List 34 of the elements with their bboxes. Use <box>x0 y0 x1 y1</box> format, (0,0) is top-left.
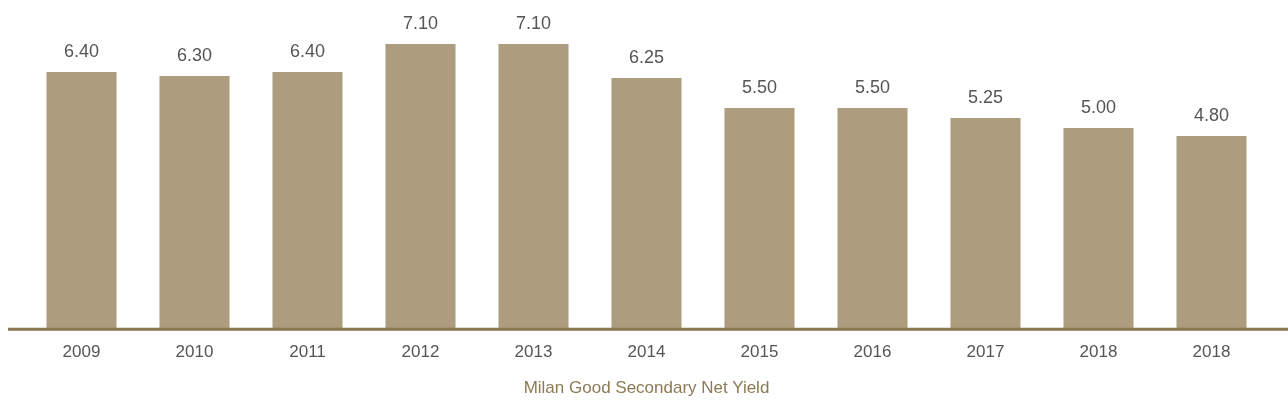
data-label: 6.30 <box>176 45 213 66</box>
bar <box>385 44 456 329</box>
data-label: 5.50 <box>854 77 891 98</box>
data-label: 5.25 <box>967 87 1004 108</box>
bar <box>498 44 569 329</box>
data-label: 6.25 <box>628 47 665 68</box>
bar <box>159 76 230 329</box>
bar <box>724 108 795 329</box>
data-label: 4.80 <box>1193 105 1230 126</box>
text: Milan Good Secondary Net Yield <box>523 378 770 398</box>
x-tick-label: 2009 <box>62 342 101 362</box>
x-tick-label: 2015 <box>740 342 779 362</box>
bar <box>1176 136 1247 329</box>
data-label: 6.40 <box>289 41 326 62</box>
bar <box>950 118 1021 329</box>
x-tick-label: 2013 <box>514 342 553 362</box>
x-tick-label: 2011 <box>289 342 326 362</box>
data-label: 6.40 <box>63 41 100 62</box>
bar <box>272 72 343 329</box>
x-tick-label: 2014 <box>627 342 666 362</box>
bar <box>611 78 682 329</box>
data-label: 5.50 <box>741 77 778 98</box>
x-tick-label: 2012 <box>401 342 440 362</box>
x-tick-label: 2010 <box>175 342 214 362</box>
bar <box>837 108 908 329</box>
x-tick-label: 2018 <box>1079 342 1118 362</box>
x-tick-label: 2016 <box>853 342 892 362</box>
data-label: 7.10 <box>402 12 439 33</box>
bar <box>1063 128 1134 329</box>
data-label: 5.00 <box>1080 97 1117 118</box>
data-label: 7.10 <box>515 12 552 33</box>
bar <box>46 72 117 329</box>
x-tick-label: 2017 <box>966 342 1005 362</box>
x-tick-label: 2018 <box>1192 342 1231 362</box>
